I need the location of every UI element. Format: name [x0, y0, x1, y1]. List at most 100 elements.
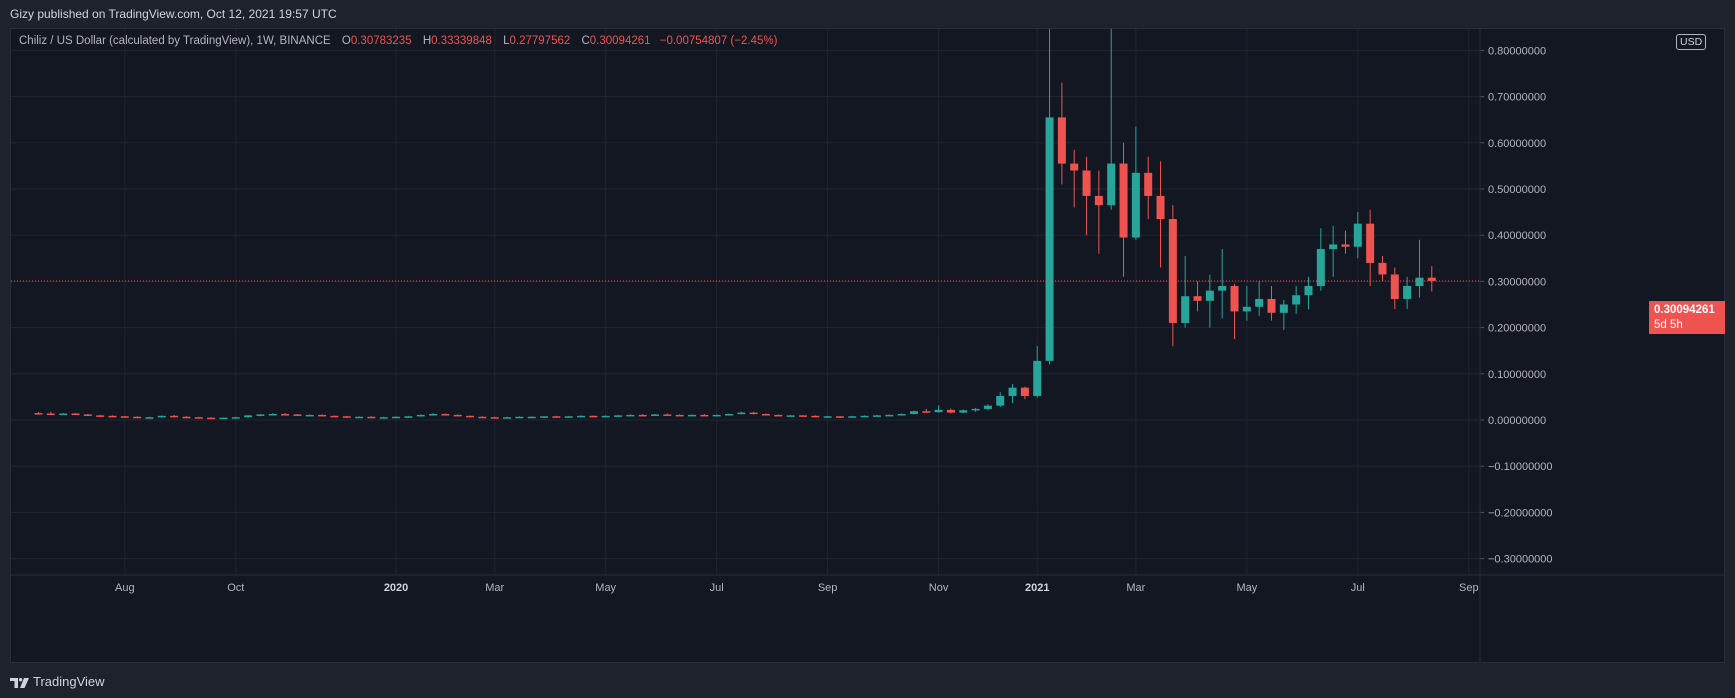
- candle-body: [712, 414, 721, 417]
- candle-body: [268, 413, 277, 416]
- x-tick-label: May: [1236, 582, 1257, 594]
- candle-body: [416, 414, 425, 417]
- candle-body: [1403, 286, 1412, 299]
- candle-body: [108, 415, 117, 418]
- candle-body: [1415, 277, 1424, 287]
- candle-body: [823, 416, 832, 418]
- candle-body: [872, 415, 881, 417]
- candle-body: [392, 416, 401, 419]
- symbol-title: Chiliz / US Dollar (calculated by Tradin…: [19, 35, 331, 47]
- low-key: L: [503, 35, 510, 47]
- candle-body: [330, 415, 339, 418]
- candle-body: [675, 414, 684, 417]
- candle-body: [1193, 296, 1202, 301]
- candle-body: [231, 417, 240, 419]
- tradingview-logo-icon[interactable]: [10, 675, 29, 693]
- candle-body: [959, 410, 968, 413]
- candle-body: [601, 415, 610, 418]
- close-value: 0.30094261: [589, 35, 651, 47]
- candle-body: [1168, 219, 1177, 323]
- x-tick-label: 2021: [1025, 582, 1049, 594]
- candle-body: [724, 413, 733, 416]
- candle-body: [453, 414, 462, 417]
- y-tick-label: 0.60000000: [1488, 138, 1546, 150]
- y-tick-label: −0.20000000: [1488, 507, 1553, 519]
- candle-body: [934, 409, 943, 413]
- high-value: 0.33339848: [431, 35, 492, 47]
- candle-body: [589, 415, 598, 418]
- candle-body: [614, 415, 623, 417]
- candle-body: [885, 414, 894, 417]
- candle-body: [83, 414, 92, 416]
- candle-body: [182, 416, 191, 419]
- candle-body: [318, 414, 327, 417]
- candle-body: [552, 416, 561, 418]
- candle-body: [1279, 304, 1288, 313]
- currency-button[interactable]: USD: [1676, 34, 1707, 50]
- candle-body: [971, 408, 980, 411]
- y-tick-label: 0.50000000: [1488, 184, 1546, 196]
- candle-body: [687, 414, 696, 417]
- y-tick-label: 0.10000000: [1488, 369, 1546, 381]
- candle-body: [811, 415, 820, 418]
- candle-body: [466, 415, 475, 418]
- candle-body: [651, 414, 659, 416]
- candle-body: [1045, 117, 1054, 361]
- candle-body: [281, 413, 290, 416]
- tradingview-brand[interactable]: TradingView: [33, 674, 105, 689]
- candle-body: [1144, 172, 1153, 196]
- footer: TradingView: [0, 663, 1735, 698]
- candle-body: [490, 417, 499, 419]
- candle-body: [1341, 244, 1350, 247]
- price-chart[interactable]: 0.80000000 0.70000000 0.60000000 0.50000000…: [11, 29, 1724, 662]
- candle-body: [1082, 170, 1091, 196]
- publish-header: Gizy published on TradingView.com, Oct 1…: [0, 0, 1735, 28]
- y-tick-label: 0.80000000: [1488, 45, 1546, 57]
- y-tick-label: 0.70000000: [1488, 92, 1546, 104]
- candle-body: [835, 416, 844, 418]
- candle-body: [1304, 286, 1313, 296]
- last-price-tag: 0.30094261 5d 5h: [1649, 301, 1725, 334]
- x-tick-label: Sep: [818, 582, 838, 594]
- x-tick-label: Mar: [485, 582, 504, 594]
- candle-body: [996, 395, 1005, 406]
- candle-body: [478, 416, 487, 419]
- candle-body: [170, 415, 179, 418]
- candle-body: [922, 411, 931, 413]
- candle-body: [96, 415, 105, 417]
- candle-body: [244, 415, 253, 418]
- candle-body: [1020, 387, 1029, 396]
- candle-body: [133, 416, 142, 419]
- chart-frame[interactable]: 0.80000000 0.70000000 0.60000000 0.50000000…: [10, 28, 1725, 663]
- candle-body: [1427, 277, 1436, 281]
- candle-body: [367, 416, 376, 419]
- candle-body: [1292, 295, 1301, 305]
- candle-body: [1329, 244, 1338, 250]
- candle-body: [564, 416, 573, 418]
- candle-body: [860, 415, 869, 418]
- x-tick-label: Oct: [227, 582, 244, 594]
- candle-body: [71, 413, 80, 416]
- candle-body: [503, 417, 512, 419]
- candle-body: [946, 409, 955, 413]
- candle-body: [1181, 296, 1190, 323]
- open-key: O: [341, 35, 351, 47]
- candle-body: [379, 417, 388, 419]
- candle-body: [1242, 306, 1251, 312]
- candle-body: [786, 415, 795, 417]
- candle-body: [256, 414, 265, 416]
- candle-body: [207, 417, 216, 420]
- candle-body: [1107, 163, 1116, 206]
- candle-body: [46, 413, 55, 416]
- candle-body: [441, 413, 450, 416]
- candle-body: [1119, 163, 1128, 238]
- candle-body: [1230, 286, 1239, 312]
- candle-body: [293, 414, 302, 416]
- candle-body: [1008, 387, 1017, 396]
- y-tick-label: −0.30000000: [1488, 554, 1553, 566]
- y-tick-label: 0.20000000: [1488, 323, 1546, 335]
- close-key: C: [581, 35, 590, 47]
- candle-body: [145, 417, 154, 419]
- candle-body: [774, 414, 783, 417]
- candle-body: [798, 415, 807, 417]
